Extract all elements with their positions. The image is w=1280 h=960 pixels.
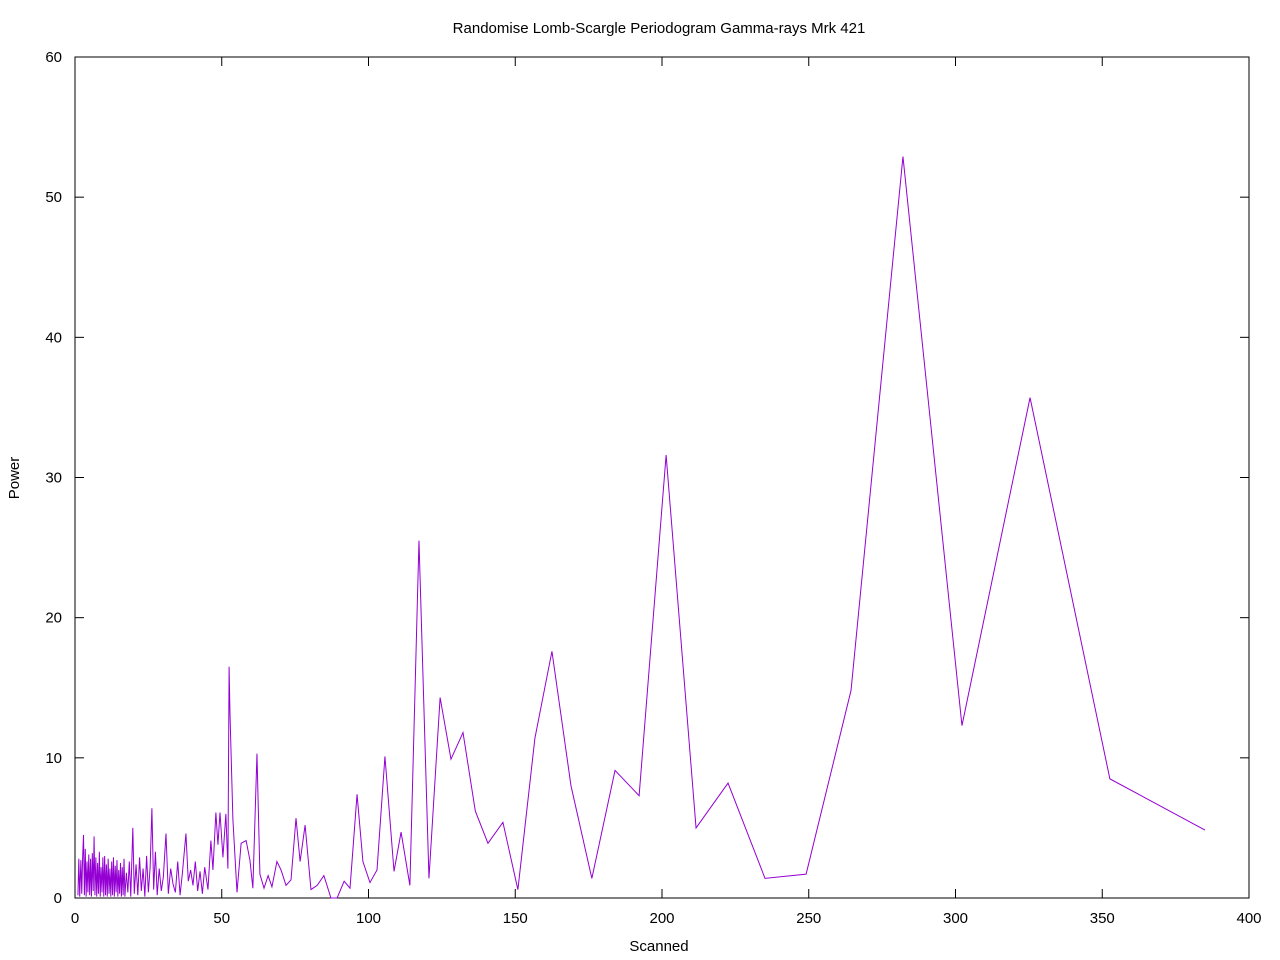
y-tick-label: 40 [45,329,62,346]
y-tick-label: 20 [45,610,62,627]
x-axis-label: Scanned [629,938,688,955]
y-tick-label: 30 [45,470,62,487]
x-tick-label: 0 [71,910,79,927]
plot-border [74,56,1250,899]
x-tick-label: 250 [796,910,821,927]
y-axis-label: Power [6,457,23,500]
y-tick-label: 0 [54,890,62,907]
chart-title: Randomise Lomb-Scargle Periodogram Gamma… [453,20,866,37]
y-tick-label: 10 [45,750,62,767]
x-tick-label: 300 [943,910,968,927]
x-tick-label: 350 [1090,910,1115,927]
x-tick-label: 400 [1236,910,1261,927]
data-line [77,156,1206,899]
x-tick-label: 50 [213,910,230,927]
x-tick-label: 100 [356,910,381,927]
x-tick-label: 150 [503,910,528,927]
x-tick-label: 200 [649,910,674,927]
y-tick-label: 50 [45,189,62,206]
y-tick-label: 60 [45,49,62,66]
